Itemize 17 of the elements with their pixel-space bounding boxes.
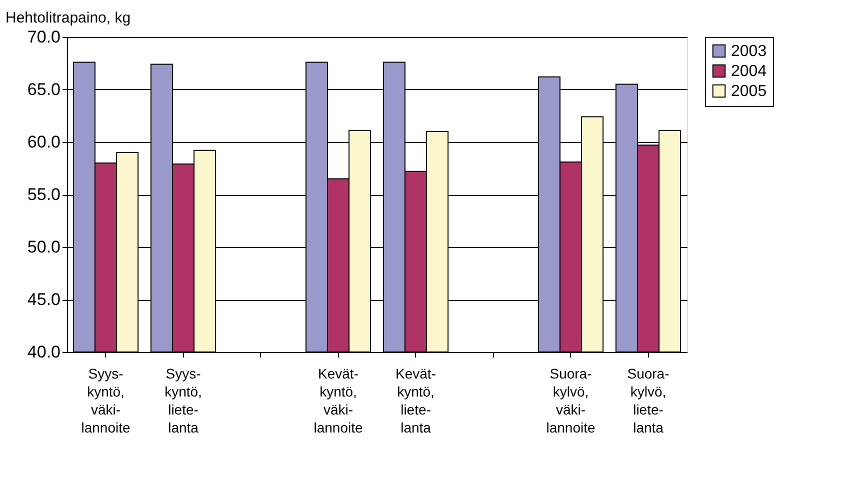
x-tick-label: Suora- kylvö, liete- lanta [627, 366, 670, 436]
legend-label: 2003 [731, 43, 767, 60]
x-tick-label: Suora- kylvö, väki- lannoite [546, 366, 596, 436]
legend-label: 2004 [731, 63, 767, 80]
y-tick-label: 55.0 [27, 185, 60, 204]
x-tick-label: Syys- kyntö, väki- lannoite [81, 366, 130, 436]
y-tick-label: 60.0 [27, 132, 60, 152]
x-tick-label: Syys- kyntö, liete- lanta [164, 366, 202, 436]
y-tick-label: 50.0 [27, 238, 60, 256]
y-axis-title: Hehtolitrapaino, kg [6, 10, 131, 26]
x-tick-label: Kevät- kyntö, liete- lanta [396, 366, 436, 436]
legend-label: 2005 [731, 83, 767, 100]
y-tick-label: 45.0 [27, 290, 60, 309]
y-tick-label: 65.0 [27, 80, 60, 99]
y-tick-label: 40.0 [27, 342, 60, 362]
y-tick-label: 70.0 [27, 28, 60, 46]
x-tick-label: Kevät- kyntö, väki- lannoite [314, 366, 363, 436]
